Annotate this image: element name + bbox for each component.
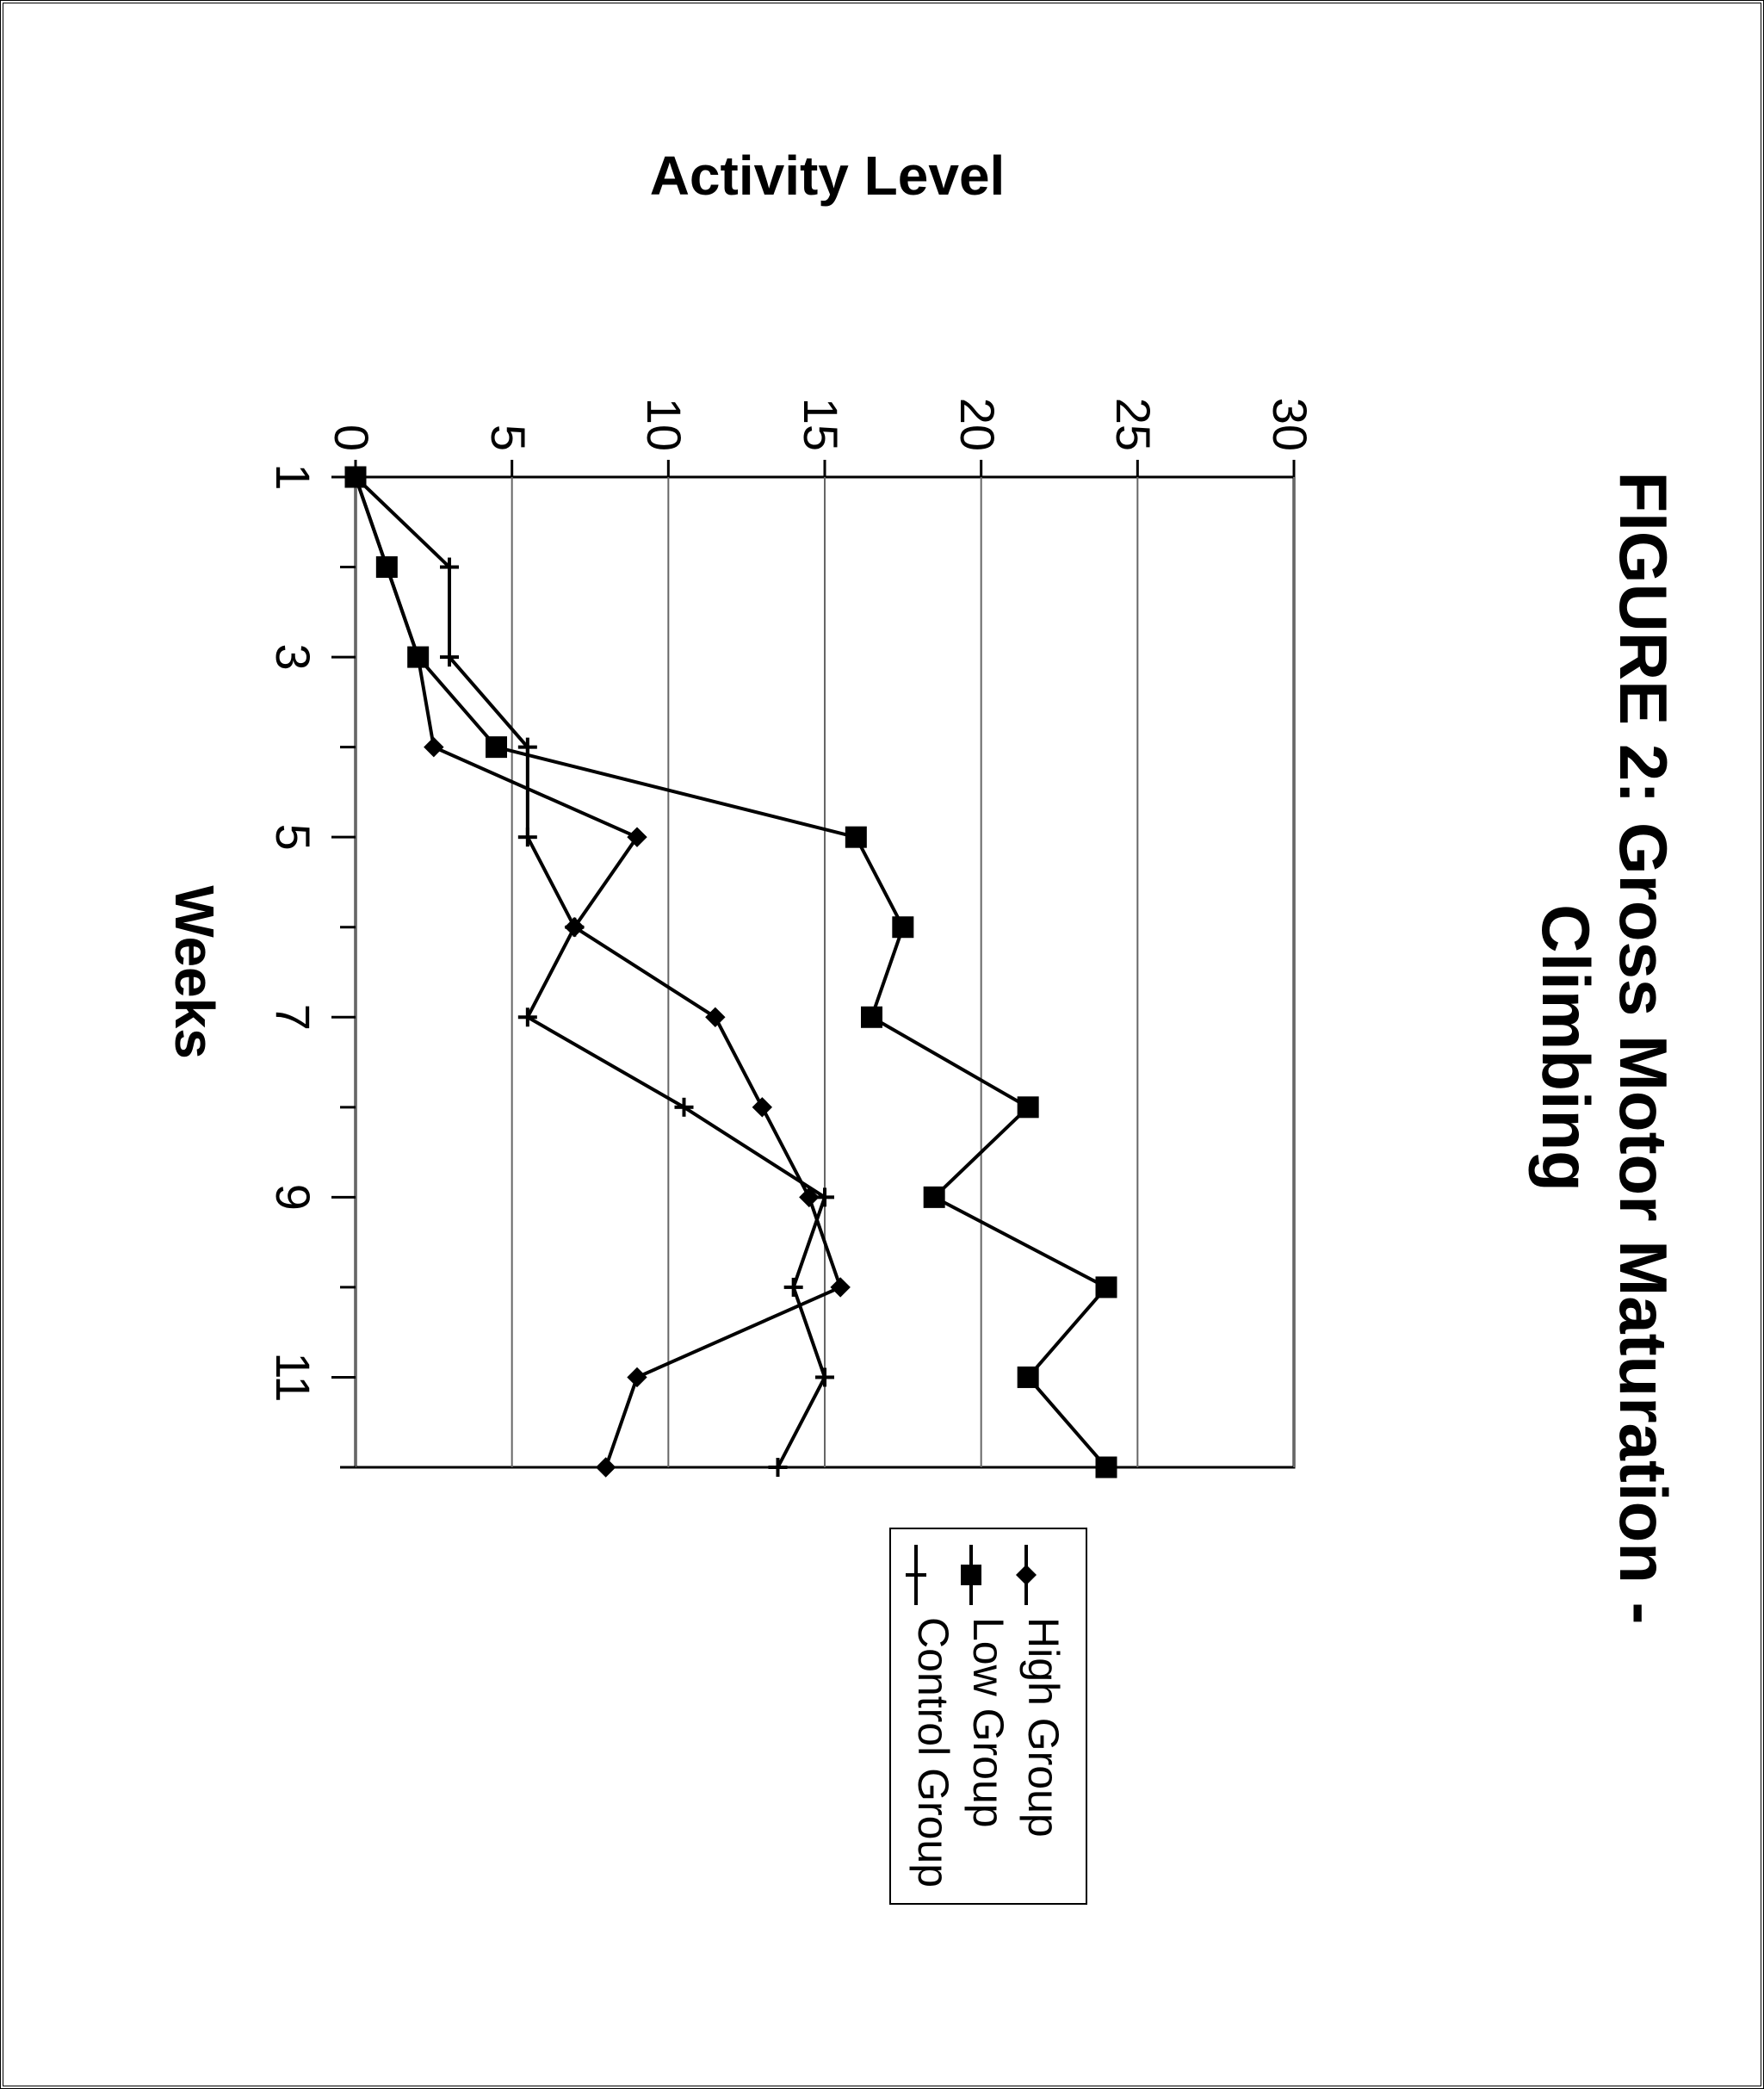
chart-plot (356, 477, 1294, 1467)
x-tick-label: 7 (265, 974, 321, 1060)
y-tick-label: 5 (480, 348, 536, 451)
figure-frame: FIGURE 2: Gross Motor Maturation - Climb… (0, 0, 1764, 2089)
y-tick-label: 20 (950, 348, 1006, 451)
legend-item: Low Group (963, 1545, 1013, 1888)
y-axis-label: Activity Level (569, 144, 1086, 208)
x-tick-label: 3 (265, 614, 321, 700)
legend-label: Low Group (963, 1617, 1013, 1828)
chart-stage: FIGURE 2: Gross Motor Maturation - Climb… (29, 29, 1742, 2067)
y-tick-label: 10 (636, 348, 692, 451)
diamond-marker-icon (1033, 1545, 1054, 1605)
x-axis-label: Weeks (163, 477, 226, 1467)
cross-marker-icon (923, 1545, 944, 1605)
y-tick-label: 30 (1262, 348, 1318, 451)
legend: High GroupLow GroupControl Group (889, 1528, 1087, 1905)
y-tick-label: 15 (793, 348, 849, 451)
square-marker-icon (978, 1545, 999, 1605)
x-tick-label: 5 (265, 794, 321, 880)
legend-item: High Group (1018, 1545, 1068, 1888)
chart-title: FIGURE 2: Gross Motor Maturation - Climb… (1527, 29, 1681, 2067)
legend-item: Control Group (908, 1545, 958, 1888)
legend-label: High Group (1018, 1617, 1068, 1838)
x-tick-label: 9 (265, 1154, 321, 1240)
legend-label: Control Group (908, 1617, 958, 1888)
y-tick-label: 0 (324, 348, 380, 451)
x-tick-label: 11 (265, 1334, 321, 1420)
x-tick-label: 1 (265, 434, 321, 520)
y-tick-label: 25 (1105, 348, 1161, 451)
